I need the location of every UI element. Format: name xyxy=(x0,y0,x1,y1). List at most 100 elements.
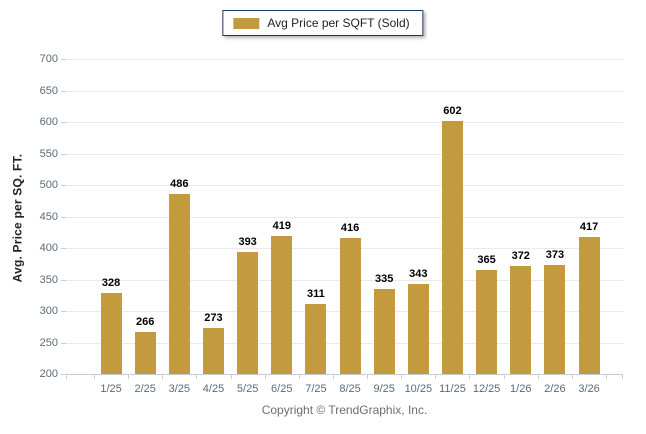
x-tick-14 xyxy=(504,375,505,379)
bar-slot-12/25: 365 12/25 xyxy=(470,60,504,395)
bar-9/25[interactable] xyxy=(373,289,395,374)
x-tick-10 xyxy=(367,375,368,379)
gridline-600 xyxy=(66,122,623,123)
bar-value-label: 311 xyxy=(307,288,325,300)
bar-value-label: 486 xyxy=(170,178,189,190)
x-axis-label-6/25: 6/25 xyxy=(271,383,293,395)
legend-swatch-icon xyxy=(233,17,260,29)
bar-slot-5/25: 393 5/25 xyxy=(231,60,265,395)
x-axis-label-1/26: 1/26 xyxy=(510,383,532,395)
bar-value-label: 273 xyxy=(204,312,223,324)
bar-10/25[interactable] xyxy=(407,284,429,374)
x-tick-5 xyxy=(196,375,197,379)
x-tick-4 xyxy=(162,375,163,379)
bar-slot-10/25: 343 10/25 xyxy=(401,60,435,395)
y-axis-label-400: 400 xyxy=(39,242,58,254)
bar-2/26[interactable] xyxy=(544,265,566,374)
bar-3/26[interactable] xyxy=(578,237,600,374)
x-tick-0 xyxy=(66,375,67,379)
bar-value-label: 266 xyxy=(136,316,155,328)
bar-2/25[interactable] xyxy=(134,332,156,374)
y-axis-label-550: 550 xyxy=(39,147,58,160)
y-tick-650 xyxy=(61,90,66,92)
x-tick-3 xyxy=(128,375,129,379)
bar-value-label: 328 xyxy=(101,277,121,289)
x-axis-label-4/25: 4/25 xyxy=(202,383,225,395)
x-axis-label-3/26: 3/26 xyxy=(578,383,600,395)
plot-area: 328 1/25 266 2/25 486 3/25 273 4/25 393 5/25 419 6/… xyxy=(61,59,623,395)
bar-value-label: 335 xyxy=(375,273,394,285)
y-tick-700 xyxy=(61,59,66,60)
gridline-500 xyxy=(66,185,623,186)
bar-slot-2/25: 266 2/25 xyxy=(128,60,162,395)
bar-value-label: 602 xyxy=(443,105,462,117)
y-axis-label-250: 250 xyxy=(39,336,58,349)
y-tick-300 xyxy=(61,311,66,312)
bar-slot-7/25: 311 7/25 xyxy=(299,60,333,395)
x-axis-label-7/25: 7/25 xyxy=(305,383,327,395)
bar-slot-6/25: 419 6/25 xyxy=(265,60,299,395)
bar-value-label: 417 xyxy=(579,221,599,233)
x-axis-label-12/25: 12/25 xyxy=(472,383,501,395)
y-axis-label-600: 600 xyxy=(39,116,58,128)
y-tick-500 xyxy=(61,185,66,186)
y-tick-600 xyxy=(61,122,66,123)
bar-5/25[interactable] xyxy=(237,252,259,374)
bar-slot-11/25: 602 11/25 xyxy=(435,60,469,395)
legend-label: Avg Price per SQFT (Sold) xyxy=(267,16,410,30)
bar-value-label: 365 xyxy=(477,254,496,266)
bar-7/25[interactable] xyxy=(305,304,327,374)
x-tick-17 xyxy=(606,375,607,379)
bar-slot-1/26: 372 1/26 xyxy=(504,60,538,395)
x-tick-16 xyxy=(572,375,573,379)
y-tick-200 xyxy=(61,374,66,375)
bar-value-label: 419 xyxy=(272,220,291,232)
y-axis-label-450: 450 xyxy=(39,210,58,223)
bar-6/25[interactable] xyxy=(271,236,293,374)
bar-1/26[interactable] xyxy=(510,266,532,374)
bar-slot-3/26: 417 3/26 xyxy=(572,60,606,395)
y-tick-400 xyxy=(61,248,66,249)
x-axis-label-8/25: 8/25 xyxy=(339,383,361,395)
bar-value-label: 373 xyxy=(545,249,565,261)
bar-value-label: 372 xyxy=(511,250,530,262)
bar-value-label: 393 xyxy=(238,236,257,248)
bar-11/25[interactable] xyxy=(441,121,463,374)
y-axis-label-350: 350 xyxy=(39,273,58,286)
y-axis-label-200: 200 xyxy=(39,368,58,380)
y-tick-250 xyxy=(61,342,66,344)
bar-value-label: 343 xyxy=(409,268,428,280)
bar-slot-9/25: 335 9/25 xyxy=(367,60,401,395)
y-tick-550 xyxy=(61,153,66,155)
bar-3/25[interactable] xyxy=(168,194,190,374)
bar-slot-2/26: 373 2/26 xyxy=(538,60,572,395)
gridline-650 xyxy=(66,90,623,92)
legend: Avg Price per SQFT (Sold) xyxy=(222,10,424,36)
x-axis-label-9/25: 9/25 xyxy=(373,383,395,395)
y-axis-label-500: 500 xyxy=(39,179,58,191)
x-tick-1 xyxy=(622,375,623,379)
gridline-700 xyxy=(66,59,623,60)
bar-4/25[interactable] xyxy=(202,328,224,374)
bar-12/25[interactable] xyxy=(476,270,498,374)
y-axis-label-300: 300 xyxy=(39,305,58,317)
x-axis-label-2/25: 2/25 xyxy=(134,383,156,395)
bar-slot-4/25: 273 4/25 xyxy=(196,60,230,395)
gridline-550 xyxy=(66,153,623,155)
bar-slot-8/25: 416 8/25 xyxy=(333,60,367,395)
y-tick-350 xyxy=(61,279,66,281)
x-axis-label-10/25: 10/25 xyxy=(404,383,433,395)
y-axis-label-650: 650 xyxy=(39,84,58,97)
bar-8/25[interactable] xyxy=(339,238,361,374)
x-axis-label-3/25: 3/25 xyxy=(168,383,191,395)
x-axis-label-11/25: 11/25 xyxy=(439,383,466,395)
copyright-text: Copyright © TrendGraphix, Inc. xyxy=(261,403,428,417)
bar-1/25[interactable] xyxy=(100,293,122,374)
bar-slot-1/25: 328 1/25 xyxy=(94,60,128,395)
bars-row: 328 1/25 266 2/25 486 3/25 273 4/25 393 5/25 419 6/… xyxy=(94,60,606,395)
x-tick-11 xyxy=(401,375,402,379)
gridline-450 xyxy=(66,216,623,218)
y-axis-label-700: 700 xyxy=(39,53,58,65)
x-tick-6 xyxy=(231,375,232,379)
